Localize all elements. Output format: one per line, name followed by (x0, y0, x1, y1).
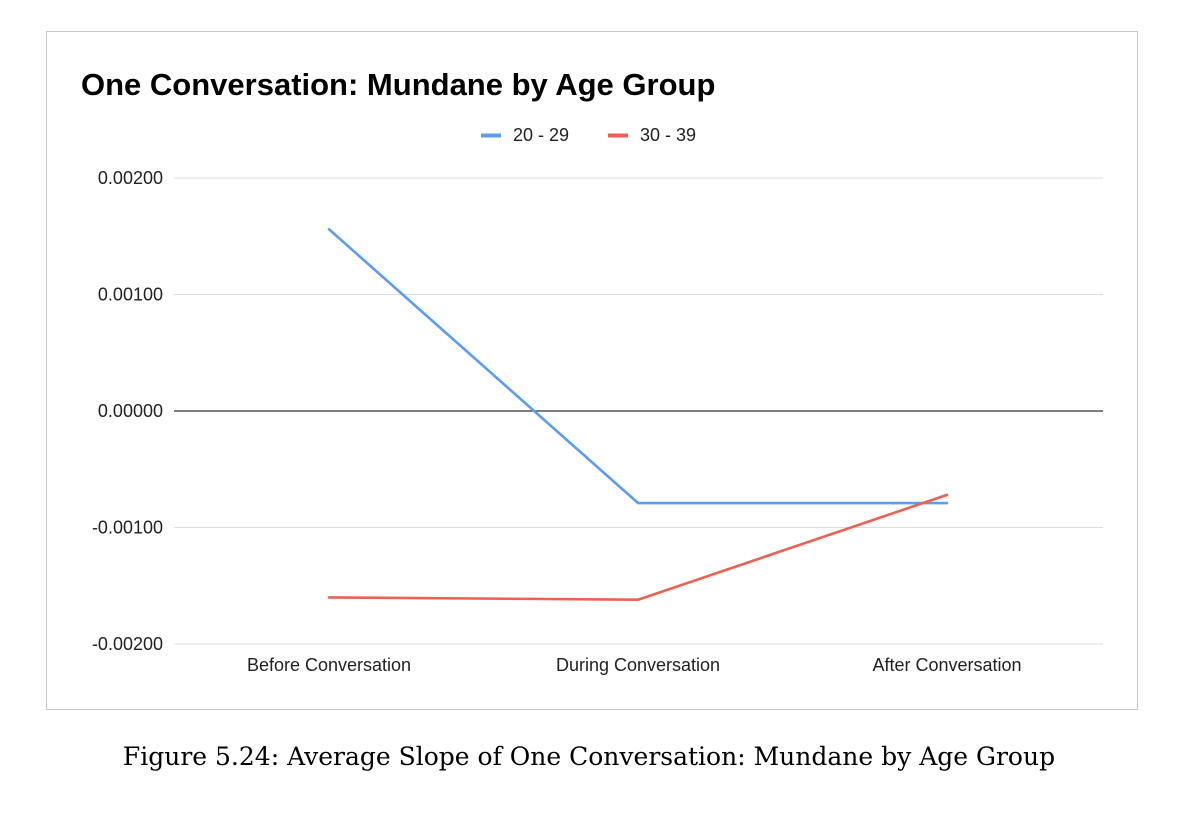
chart-title: One Conversation: Mundane by Age Group (81, 67, 715, 102)
legend-swatch (481, 133, 501, 138)
y-tick-label: -0.00200 (92, 634, 163, 654)
y-tick-label: 0.00200 (98, 168, 163, 188)
x-axis-ticks: Before Conversation During Conversation Af… (247, 655, 1022, 675)
y-tick-label: 0.00000 (98, 401, 163, 421)
series-line-1 (327, 227, 949, 505)
x-tick-label: Before Conversation (247, 655, 411, 675)
legend: 20 - 29 30 - 39 (481, 125, 696, 145)
y-tick-label: -0.00100 (92, 518, 163, 538)
y-axis-ticks: 0.00200 0.00100 0.00000 -0.00100 -0.00200 (92, 168, 163, 654)
figure-caption: Figure 5.24: Average Slope of One Conver… (122, 742, 1056, 771)
series-lines (327, 227, 949, 602)
x-tick-label: During Conversation (556, 655, 720, 675)
gridlines (174, 177, 1103, 645)
legend-label: 30 - 39 (640, 125, 696, 145)
legend-label: 20 - 29 (513, 125, 569, 145)
x-tick-label: After Conversation (872, 655, 1021, 675)
series-line-2 (327, 493, 949, 602)
legend-swatch (608, 133, 628, 138)
y-tick-label: 0.00100 (98, 285, 163, 305)
